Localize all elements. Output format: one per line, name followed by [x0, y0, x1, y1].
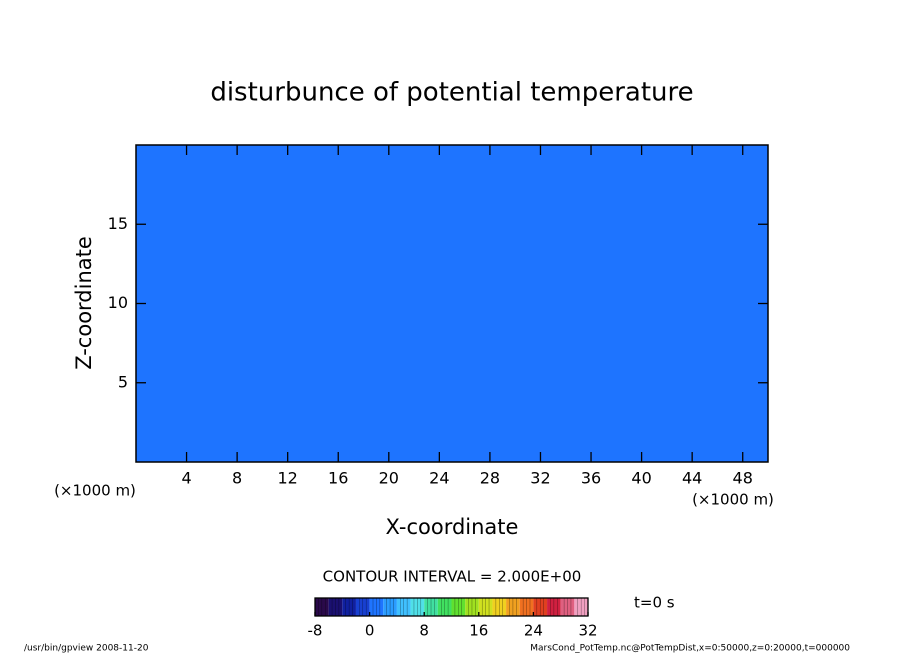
- x-tick-label: 32: [530, 469, 550, 488]
- x-unit: (×1000 m): [692, 491, 774, 509]
- y-unit: (×1000 m): [54, 482, 136, 500]
- colorbar-tick-label: 24: [524, 622, 543, 640]
- colorbar-frame: [314, 597, 589, 617]
- colorbar-tick-label: 8: [419, 622, 429, 640]
- y-tick-label: 5: [118, 372, 128, 391]
- x-tick-label: 4: [181, 469, 191, 488]
- x-tick-label: 28: [480, 469, 500, 488]
- contour-interval: CONTOUR INTERVAL = 2.000E+00: [323, 568, 582, 586]
- y-tick-label: 10: [108, 293, 128, 312]
- x-tick-label: 8: [232, 469, 242, 488]
- x-tick-label: 48: [733, 469, 753, 488]
- colorbar-tick-label: 0: [365, 622, 375, 640]
- colorbar-tick-label: 32: [578, 622, 597, 640]
- chart-title: disturbunce of potential temperature: [210, 78, 693, 108]
- x-tick-label: 24: [429, 469, 449, 488]
- contour-field: [136, 145, 768, 462]
- x-tick-label: 40: [631, 469, 651, 488]
- footer-right: MarsCond_PotTemp.nc@PotTempDist,x=0:5000…: [530, 644, 850, 654]
- x-tick-label: 12: [278, 469, 298, 488]
- y-axis-label: Z-coordinate: [72, 236, 96, 370]
- time-label: t=0 s: [634, 594, 675, 612]
- colorbar-tick-label: 16: [469, 622, 488, 640]
- y-tick-label: 15: [108, 214, 128, 233]
- x-tick-label: 36: [581, 469, 601, 488]
- x-tick-label: 16: [328, 469, 348, 488]
- x-tick-label: 20: [379, 469, 399, 488]
- x-tick-label: 44: [682, 469, 702, 488]
- footer-left: /usr/bin/gpview 2008-11-20: [24, 644, 149, 654]
- x-axis-label: X-coordinate: [386, 515, 519, 539]
- colorbar-tick-label: -8: [308, 622, 323, 640]
